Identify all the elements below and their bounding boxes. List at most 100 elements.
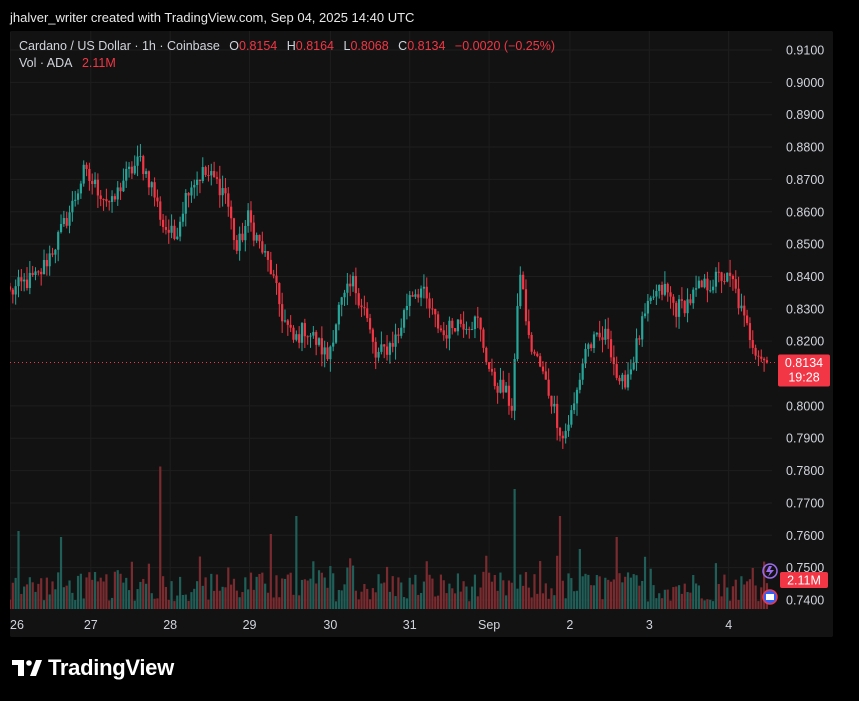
volume-bar [720, 596, 723, 609]
volume-bar [244, 577, 247, 609]
candle-body [570, 410, 573, 425]
volume-bar [266, 592, 270, 609]
candle-body [615, 364, 618, 378]
y-tick-label: 0.9100 [786, 44, 824, 58]
candle-body [272, 274, 275, 276]
volume-bar [669, 600, 672, 609]
lightning-icon[interactable] [762, 563, 778, 579]
candle-body [575, 389, 579, 404]
volume-bar [717, 583, 720, 609]
candle-body [522, 274, 525, 290]
volume-bar [711, 601, 715, 609]
candle-body [609, 339, 613, 358]
close-value: 0.8134 [407, 39, 446, 53]
volume-bar [408, 577, 411, 609]
candle-body [686, 299, 689, 314]
volume-bar [615, 537, 618, 609]
volume-bar [476, 596, 479, 609]
chart-panel[interactable]: 0.9100 0.9000 0.8900 0.8800 0.8700 0.8600 0.85… [10, 31, 833, 637]
candle-body [658, 284, 661, 291]
volume-bar [232, 578, 236, 609]
candle-body [601, 337, 604, 340]
candle-body [431, 308, 434, 310]
volume-bar [706, 599, 709, 609]
volume-bar [624, 576, 627, 609]
volume-tag-value: 2.11M [787, 574, 821, 588]
candle-body [652, 296, 655, 298]
volume-bar [241, 592, 244, 609]
volume-bar [609, 581, 613, 609]
symbol-title[interactable]: Cardano / US Dollar · 1h · Coinbase [19, 39, 220, 53]
last-price-value: 0.8134 [785, 356, 823, 370]
volume-bar [133, 600, 136, 609]
candle-body [159, 201, 162, 220]
volume-bar [737, 600, 740, 609]
change-value: −0.0020 (−0.25%) [454, 39, 555, 53]
candle-body [720, 272, 723, 281]
volume-bar [660, 598, 664, 609]
candle-body [468, 328, 471, 330]
candle-body [513, 358, 516, 411]
volume-bar [697, 585, 701, 609]
candle-body [196, 179, 199, 185]
volume-bar [632, 574, 635, 609]
volume-bar [320, 572, 323, 609]
volume-bar [414, 574, 417, 609]
volume-bar [405, 598, 408, 609]
volume-bar [544, 583, 547, 609]
volume-bar [734, 579, 737, 609]
volume-bar [10, 599, 12, 609]
candle-body [496, 386, 499, 393]
volume-bar [272, 597, 275, 609]
candle-body [530, 334, 533, 352]
volume-bar [496, 590, 499, 609]
candle-body [181, 213, 185, 222]
volume-bar [505, 595, 508, 609]
earnings-icon[interactable] [762, 589, 778, 605]
volume-bar [635, 575, 638, 609]
candle-body [320, 338, 323, 355]
volume-bar [760, 587, 763, 609]
volume-bar [754, 585, 757, 609]
volume-bar [113, 571, 116, 609]
volume-bar [479, 587, 482, 609]
candle-body [65, 218, 68, 226]
volume-bar [516, 588, 519, 609]
volume-bar [587, 574, 590, 609]
candle-body [638, 338, 641, 340]
last-price-tag[interactable] [778, 354, 830, 387]
volume-bar [641, 581, 644, 609]
y-tick-label: 0.8800 [786, 141, 824, 155]
candle-body [23, 279, 26, 282]
candle-body [122, 180, 125, 192]
legend-volume: Vol · ADA 2.11M [19, 56, 116, 70]
candle-body [371, 329, 374, 342]
candle-body [227, 193, 230, 207]
candle-body [102, 198, 105, 200]
volume-bar [422, 581, 426, 609]
candle-body [241, 233, 244, 241]
volume-bar [700, 598, 703, 609]
volume-bar [164, 586, 168, 609]
tradingview-logo[interactable]: TradingView [12, 655, 174, 681]
volume-bar [147, 563, 151, 609]
volume-bar [746, 581, 749, 609]
volume-bar [499, 572, 502, 609]
volume-bar [672, 587, 675, 609]
candle-body [108, 201, 111, 203]
volume-bar [748, 579, 752, 609]
candle-body [434, 308, 437, 315]
price-chart[interactable]: 0.9100 0.9000 0.8900 0.8800 0.8700 0.8600 0.85… [10, 31, 833, 637]
candle-body [754, 347, 757, 356]
candle-body [363, 307, 366, 309]
volume-bar [686, 592, 689, 609]
candle-body [726, 272, 729, 282]
volume-bar [79, 573, 82, 609]
candle-body [201, 167, 204, 182]
volume-label[interactable]: Vol · ADA [19, 56, 73, 70]
candle-body [550, 395, 553, 407]
volume-bar [198, 556, 202, 609]
candle-body [459, 319, 462, 324]
volume-bar [462, 581, 465, 609]
volume-tag[interactable] [780, 572, 828, 588]
